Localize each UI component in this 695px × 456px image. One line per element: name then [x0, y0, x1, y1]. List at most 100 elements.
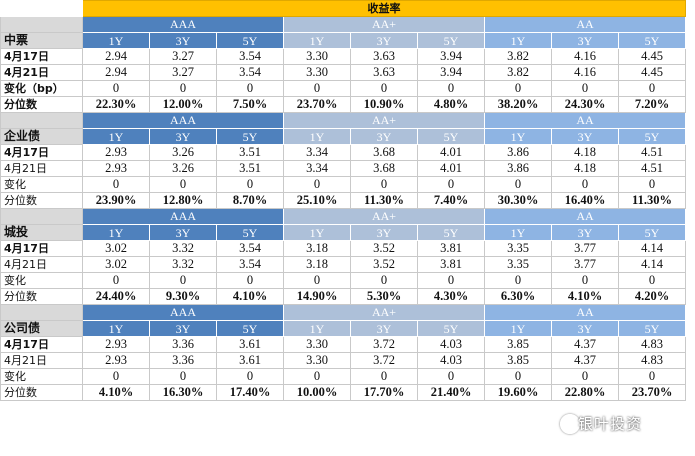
- tenor-header: 1Y: [82, 320, 150, 337]
- watermark-logo-icon: [560, 414, 580, 434]
- value-cell: 3.63: [350, 48, 418, 65]
- rating-group-header: AA+: [283, 112, 485, 129]
- tenor-header: 3Y: [350, 128, 418, 145]
- percentile-cell: 8.70%: [216, 192, 284, 209]
- value-cell: 3.77: [551, 240, 619, 257]
- percentile-cell: 14.90%: [283, 288, 351, 305]
- tenor-header: 1Y: [484, 320, 552, 337]
- value-cell: 3.72: [350, 336, 418, 353]
- value-cell: 3.18: [283, 256, 351, 273]
- value-cell: 0: [618, 272, 686, 289]
- value-cell: 0: [82, 272, 150, 289]
- value-cell: 2.94: [82, 48, 150, 65]
- value-cell: 3.35: [484, 256, 552, 273]
- value-cell: 0: [82, 80, 150, 97]
- value-cell: 3.54: [216, 48, 284, 65]
- value-cell: 4.14: [618, 240, 686, 257]
- percentile-cell: 4.20%: [618, 288, 686, 305]
- value-cell: 0: [618, 80, 686, 97]
- table-row: 分位数 22.30% 12.00% 7.50% 23.70% 10.90% 4.80% 38.…: [0, 96, 686, 113]
- row-label: 4月21日: [0, 160, 83, 177]
- tenor-header: 3Y: [149, 320, 217, 337]
- row-label: 分位数: [0, 192, 83, 209]
- value-cell: 0: [350, 80, 418, 97]
- value-cell: 0: [216, 176, 284, 193]
- percentile-cell: 4.30%: [417, 288, 485, 305]
- tenor-header-row: 中票 1Y 3Y 5Y 1Y 3Y 5Y 1Y 3Y 5Y: [0, 32, 686, 49]
- value-cell: 0: [283, 80, 351, 97]
- value-cell: 3.51: [216, 160, 284, 177]
- value-cell: 0: [149, 368, 217, 385]
- section-label-pad: [0, 208, 83, 225]
- value-cell: 4.83: [618, 352, 686, 369]
- percentile-cell: 12.00%: [149, 96, 217, 113]
- tenor-header: 3Y: [149, 32, 217, 49]
- percentile-cell: 11.30%: [618, 192, 686, 209]
- row-label: 4月21日: [0, 352, 83, 369]
- value-cell: 0: [618, 176, 686, 193]
- percentile-cell: 23.90%: [82, 192, 150, 209]
- value-cell: 0: [216, 80, 284, 97]
- value-cell: 0: [149, 272, 217, 289]
- value-cell: 3.61: [216, 352, 284, 369]
- percentile-cell: 17.70%: [350, 384, 418, 401]
- tenor-header: 1Y: [82, 224, 150, 241]
- rating-group-header: AA+: [283, 16, 485, 33]
- value-cell: 4.14: [618, 256, 686, 273]
- value-cell: 3.54: [216, 64, 284, 81]
- percentile-cell: 22.80%: [551, 384, 619, 401]
- row-label: 4月17日: [0, 336, 83, 353]
- row-label: 分位数: [0, 288, 83, 305]
- tenor-header: 5Y: [417, 128, 485, 145]
- value-cell: 0: [82, 176, 150, 193]
- value-cell: 2.94: [82, 64, 150, 81]
- percentile-cell: 11.30%: [350, 192, 418, 209]
- value-cell: 3.86: [484, 144, 552, 161]
- value-cell: 4.37: [551, 336, 619, 353]
- tenor-header: 1Y: [82, 32, 150, 49]
- value-cell: 3.32: [149, 256, 217, 273]
- value-cell: 0: [350, 368, 418, 385]
- row-label: 变化（bp）: [0, 80, 83, 97]
- rating-group-header: AAA: [82, 208, 284, 225]
- value-cell: 3.26: [149, 144, 217, 161]
- percentile-cell: 4.10%: [551, 288, 619, 305]
- tenor-header: 3Y: [149, 224, 217, 241]
- value-cell: 3.85: [484, 336, 552, 353]
- yield-table: 收益率 AAA AA+ AA 中票 1Y 3Y 5Y 1Y 3Y 5Y 1Y 3Y 5Y 4月17日 2.94…: [0, 0, 686, 401]
- row-label: 变化: [0, 368, 83, 385]
- value-cell: 3.36: [149, 352, 217, 369]
- value-cell: 3.94: [417, 48, 485, 65]
- table-row: 4月17日 2.94 3.27 3.54 3.30 3.63 3.94 3.82 4.16 4.4…: [0, 48, 686, 65]
- value-cell: 2.93: [82, 160, 150, 177]
- percentile-cell: 30.30%: [484, 192, 552, 209]
- value-cell: 3.61: [216, 336, 284, 353]
- value-cell: 0: [551, 80, 619, 97]
- value-cell: 4.83: [618, 336, 686, 353]
- tenor-header: 3Y: [350, 224, 418, 241]
- percentile-cell: 4.10%: [82, 384, 150, 401]
- percentile-cell: 7.40%: [417, 192, 485, 209]
- value-cell: 2.93: [82, 352, 150, 369]
- value-cell: 4.18: [551, 160, 619, 177]
- tenor-header: 5Y: [417, 320, 485, 337]
- value-cell: 0: [484, 272, 552, 289]
- value-cell: 3.02: [82, 256, 150, 273]
- section-name: 城投: [0, 224, 83, 241]
- value-cell: 4.03: [417, 336, 485, 353]
- tenor-header: 5Y: [216, 128, 284, 145]
- table-row: 变化 0 0 0 0 0 0 0 0 0: [0, 272, 686, 289]
- group-header-row: AAA AA+ AA: [0, 304, 686, 321]
- table-row: 变化 0 0 0 0 0 0 0 0 0: [0, 176, 686, 193]
- value-cell: 4.01: [417, 160, 485, 177]
- value-cell: 2.93: [82, 336, 150, 353]
- value-cell: 0: [350, 176, 418, 193]
- percentile-cell: 9.30%: [149, 288, 217, 305]
- tenor-header: 3Y: [149, 128, 217, 145]
- section-label-pad: [0, 16, 83, 33]
- value-cell: 2.93: [82, 144, 150, 161]
- group-header-row: AAA AA+ AA: [0, 112, 686, 129]
- row-label: 4月21日: [0, 256, 83, 273]
- value-cell: 3.32: [149, 240, 217, 257]
- value-cell: 3.81: [417, 240, 485, 257]
